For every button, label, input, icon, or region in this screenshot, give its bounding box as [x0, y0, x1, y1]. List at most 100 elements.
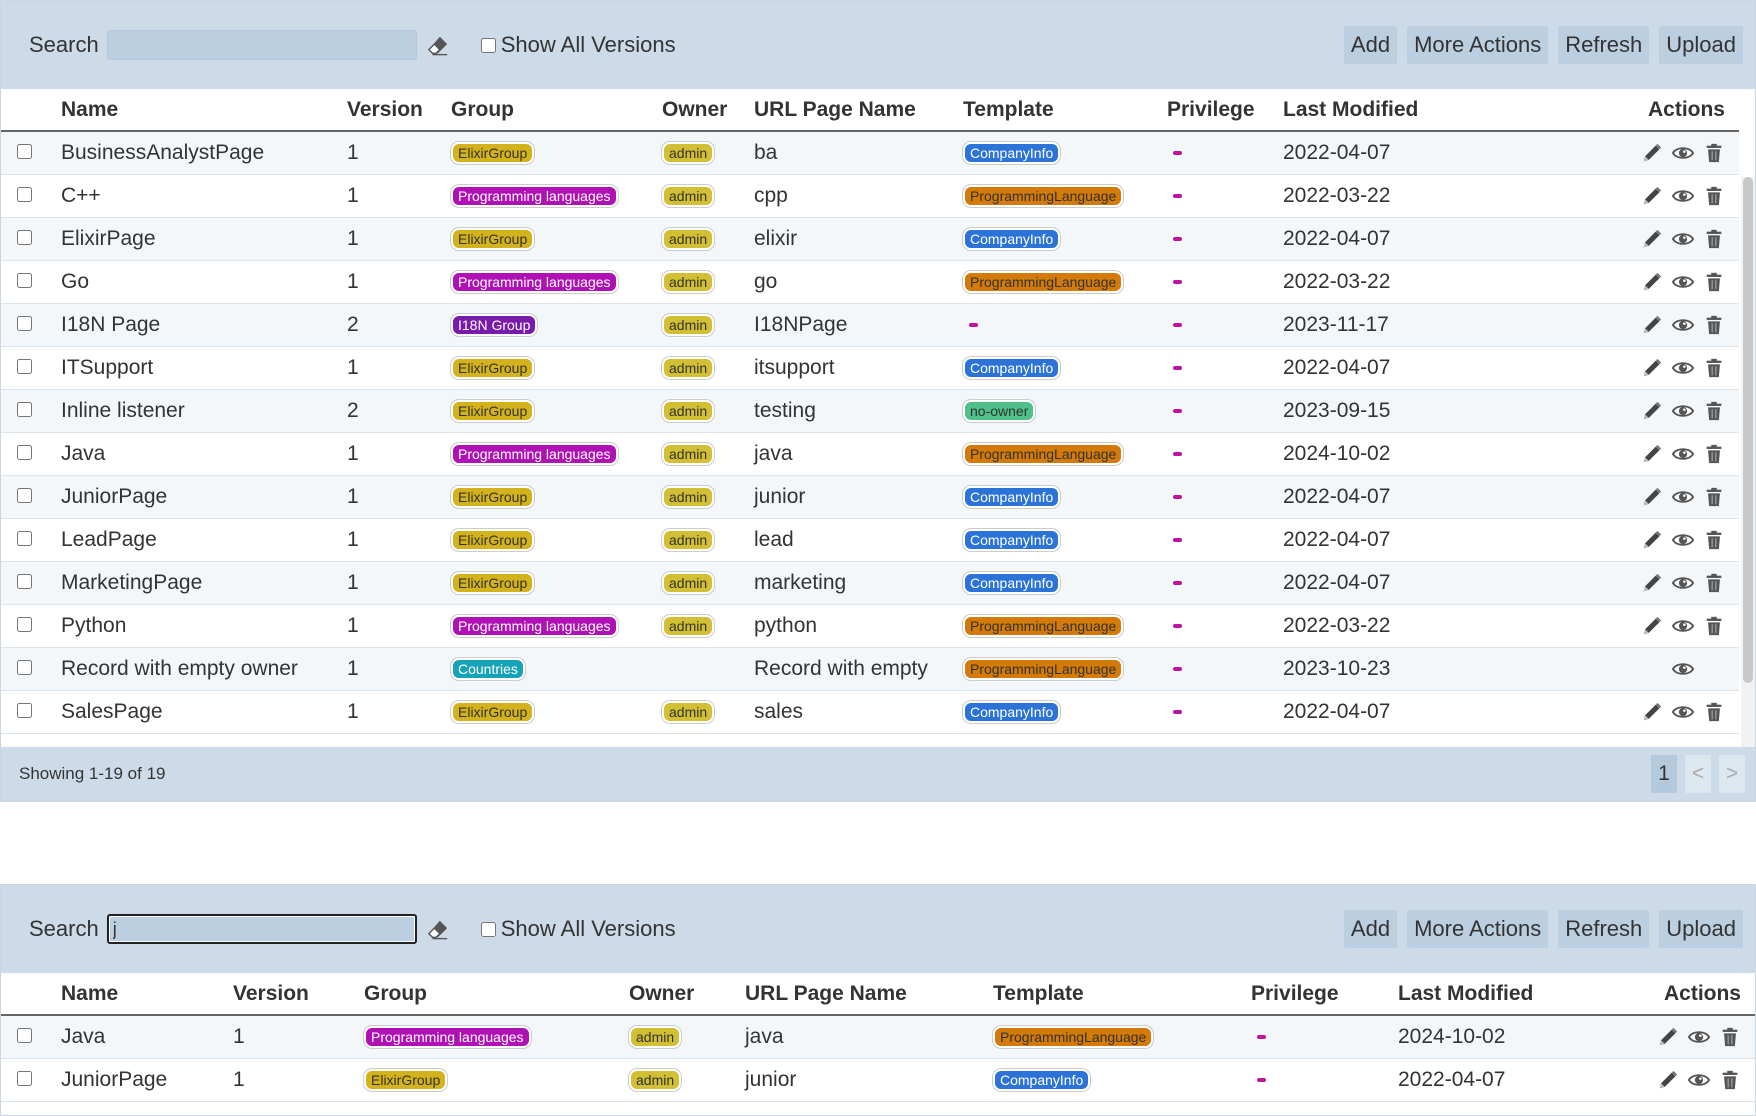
row-checkbox[interactable]: [17, 1027, 32, 1043]
eye-icon[interactable]: [1671, 443, 1695, 465]
eraser-icon[interactable]: [427, 34, 449, 56]
template-badge[interactable]: ProgrammingLanguage: [963, 270, 1124, 293]
trash-icon[interactable]: [1703, 314, 1725, 336]
pencil-icon[interactable]: [1657, 1026, 1679, 1048]
more-actions-button[interactable]: More Actions: [1407, 26, 1549, 64]
row-checkbox[interactable]: [17, 401, 32, 417]
search-input[interactable]: [106, 914, 417, 944]
pencil-icon[interactable]: [1641, 228, 1663, 250]
column-header-privilege[interactable]: Privilege: [1245, 973, 1392, 1016]
table-row[interactable]: C++ 1 Programming languages admin cpp Program…: [1, 174, 1739, 218]
column-header-url-page-name[interactable]: URL Page Name: [748, 89, 957, 132]
eye-icon[interactable]: [1671, 185, 1695, 207]
prev-page-button[interactable]: <: [1685, 755, 1711, 793]
column-header-group[interactable]: Group: [445, 89, 656, 132]
template-badge[interactable]: no-owner: [963, 399, 1036, 422]
eye-icon[interactable]: [1671, 615, 1695, 637]
owner-badge[interactable]: admin: [662, 614, 715, 637]
owner-badge[interactable]: admin: [662, 399, 715, 422]
template-badge[interactable]: CompanyInfo: [963, 571, 1061, 594]
eye-icon[interactable]: [1671, 228, 1695, 250]
add-button[interactable]: Add: [1343, 26, 1398, 64]
pencil-icon[interactable]: [1641, 271, 1663, 293]
pencil-icon[interactable]: [1641, 443, 1663, 465]
trash-icon[interactable]: [1719, 1026, 1741, 1048]
eye-icon[interactable]: [1687, 1069, 1711, 1091]
group-badge[interactable]: ElixirGroup: [364, 1068, 448, 1091]
column-header-url-page-name[interactable]: URL Page Name: [739, 973, 987, 1016]
table-row[interactable]: ITSupport 1 ElixirGroup admin itsupport Compa…: [1, 346, 1739, 390]
refresh-button[interactable]: Refresh: [1558, 26, 1650, 64]
column-header-name[interactable]: Name: [55, 973, 227, 1016]
owner-badge[interactable]: admin: [662, 142, 715, 165]
group-badge[interactable]: ElixirGroup: [451, 528, 535, 551]
trash-icon[interactable]: [1703, 443, 1725, 465]
template-badge[interactable]: CompanyInfo: [963, 485, 1061, 508]
table-row[interactable]: BusinessAnalystPage 1 ElixirGroup admin ba Co…: [1, 131, 1739, 175]
group-badge[interactable]: ElixirGroup: [451, 356, 535, 379]
pencil-icon[interactable]: [1641, 572, 1663, 594]
group-badge[interactable]: Programming languages: [451, 184, 618, 207]
row-checkbox[interactable]: [17, 272, 32, 288]
show-all-versions-checkbox[interactable]: [480, 37, 496, 53]
trash-icon[interactable]: [1703, 400, 1725, 422]
template-badge[interactable]: CompanyInfo: [963, 142, 1061, 165]
group-badge[interactable]: ElixirGroup: [451, 485, 535, 508]
table-row[interactable]: I18N Page 2 I18N Group admin I18NPage 2023-11…: [1, 303, 1739, 347]
group-badge[interactable]: Countries: [451, 657, 525, 680]
column-header-privilege[interactable]: Privilege: [1161, 89, 1277, 132]
owner-badge[interactable]: admin: [629, 1026, 682, 1049]
group-badge[interactable]: ElixirGroup: [451, 700, 535, 723]
table-scrollbar-thumb[interactable]: [1743, 177, 1753, 683]
group-badge[interactable]: Programming languages: [364, 1026, 531, 1049]
table-row[interactable]: Inline listener 2 ElixirGroup admin testing n…: [1, 389, 1739, 433]
trash-icon[interactable]: [1703, 271, 1725, 293]
table-row[interactable]: Go 1 Programming languages admin go Programmi…: [1, 260, 1739, 304]
column-header-last-modified[interactable]: Last Modified: [1277, 89, 1457, 132]
column-header-name[interactable]: Name: [55, 89, 341, 132]
pencil-icon[interactable]: [1641, 615, 1663, 637]
eye-icon[interactable]: [1671, 701, 1695, 723]
pencil-icon[interactable]: [1641, 400, 1663, 422]
column-header-version[interactable]: Version: [341, 89, 445, 132]
group-badge[interactable]: Programming languages: [451, 614, 618, 637]
owner-badge[interactable]: admin: [662, 227, 715, 250]
table-row[interactable]: Python 1 Programming languages admin python P…: [1, 604, 1739, 648]
upload-button[interactable]: Upload: [1659, 26, 1743, 64]
trash-icon[interactable]: [1703, 142, 1725, 164]
owner-badge[interactable]: admin: [662, 528, 715, 551]
eye-icon[interactable]: [1671, 400, 1695, 422]
upload-button[interactable]: Upload: [1659, 910, 1743, 948]
row-checkbox[interactable]: [17, 487, 32, 503]
group-badge[interactable]: Programming languages: [451, 270, 618, 293]
table-row[interactable]: Record with empty owner 1 Countries Record …: [1, 647, 1739, 691]
template-badge[interactable]: CompanyInfo: [963, 700, 1061, 723]
page-button-current[interactable]: 1: [1651, 755, 1677, 793]
template-badge[interactable]: ProgrammingLanguage: [963, 184, 1124, 207]
owner-badge[interactable]: admin: [629, 1068, 682, 1091]
group-badge[interactable]: ElixirGroup: [451, 571, 535, 594]
column-header-template[interactable]: Template: [987, 973, 1245, 1016]
trash-icon[interactable]: [1703, 701, 1725, 723]
group-badge[interactable]: ElixirGroup: [451, 399, 535, 422]
trash-icon[interactable]: [1703, 615, 1725, 637]
column-header-group[interactable]: Group: [358, 973, 623, 1016]
row-checkbox[interactable]: [17, 358, 32, 374]
show-all-versions[interactable]: Show All Versions: [480, 32, 676, 58]
eye-icon[interactable]: [1671, 271, 1695, 293]
table-row[interactable]: JuniorPage 1 ElixirGroup admin junior Company…: [1, 1058, 1755, 1102]
show-all-versions-checkbox[interactable]: [480, 921, 496, 937]
group-badge[interactable]: Programming languages: [451, 442, 618, 465]
pencil-icon[interactable]: [1657, 1069, 1679, 1091]
column-header-last-modified[interactable]: Last Modified: [1392, 973, 1592, 1016]
column-header-template[interactable]: Template: [957, 89, 1161, 132]
owner-badge[interactable]: admin: [662, 313, 715, 336]
group-badge[interactable]: ElixirGroup: [451, 227, 535, 250]
template-badge[interactable]: ProgrammingLanguage: [963, 657, 1124, 680]
add-button[interactable]: Add: [1343, 910, 1398, 948]
refresh-button[interactable]: Refresh: [1558, 910, 1650, 948]
row-checkbox[interactable]: [17, 229, 32, 245]
eye-icon[interactable]: [1687, 1026, 1711, 1048]
table-row[interactable]: MarketingPage 1 ElixirGroup admin marketing C…: [1, 561, 1739, 605]
template-badge[interactable]: CompanyInfo: [963, 227, 1061, 250]
